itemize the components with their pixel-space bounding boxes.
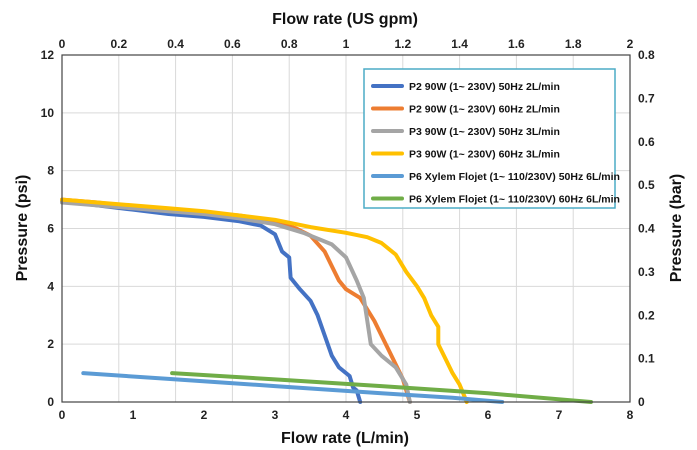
x-tick-label: 6 xyxy=(485,408,492,422)
legend-entry: P6 Xylem Flojet (1~ 110/230V) 60Hz 6L/mi… xyxy=(409,194,620,206)
legend-entry: P2 90W (1~ 230V) 50Hz 2L/min xyxy=(409,81,560,93)
x-tick-label: 4 xyxy=(343,408,350,422)
x-tick-label: 3 xyxy=(272,408,279,422)
y-tick-label: 6 xyxy=(47,222,54,236)
x-axis-title: Flow rate (L/min) xyxy=(281,430,409,447)
series-line xyxy=(170,371,593,404)
y-tick-label: 0 xyxy=(47,395,54,409)
y2-tick-label: 0.7 xyxy=(638,91,655,105)
series-lines xyxy=(60,197,593,404)
y2-tick-label: 0.2 xyxy=(638,308,655,322)
y-tick-label: 8 xyxy=(47,164,54,178)
series-line xyxy=(60,199,363,404)
y2-tick-label: 0.3 xyxy=(638,265,655,279)
y2-tick-label: 0.8 xyxy=(638,48,655,62)
legend-entry: P2 90W (1~ 230V) 60Hz 2L/min xyxy=(409,104,560,116)
y2-axis-title: Pressure (bar) xyxy=(668,174,685,283)
x2-axis-title: Flow rate (US gpm) xyxy=(272,11,418,28)
y2-tick-label: 0 xyxy=(638,395,645,409)
legend-box xyxy=(363,68,616,209)
y-tick-label: 2 xyxy=(47,337,54,351)
series-line xyxy=(81,371,505,404)
plot-frame xyxy=(61,54,631,403)
x-tick-label: 1 xyxy=(130,408,137,422)
x2-tick-label: 1.2 xyxy=(394,37,411,51)
x-tick-label: 2 xyxy=(201,408,208,422)
legend-entry: P3 90W (1~ 230V) 60Hz 3L/min xyxy=(409,149,560,161)
x2-tick-label: 1.8 xyxy=(565,37,582,51)
y2-tick-label: 0.4 xyxy=(638,222,655,236)
x-tick-label: 0 xyxy=(59,408,66,422)
x2-tick-label: 1.6 xyxy=(508,37,525,51)
y-tick-label: 4 xyxy=(47,279,54,293)
y2-tick-label: 0.6 xyxy=(638,135,655,149)
legend-entry: P6 Xylem Flojet (1~ 110/230V) 50Hz 6L/mi… xyxy=(409,171,620,183)
y-axis-title: Pressure (psi) xyxy=(14,175,31,282)
x2-tick-label: 0.4 xyxy=(167,37,184,51)
x2-tick-label: 1 xyxy=(343,37,350,51)
x2-tick-label: 0.2 xyxy=(110,37,127,51)
x-tick-label: 5 xyxy=(414,408,421,422)
y-tick-label: 12 xyxy=(41,48,55,62)
y2-tick-label: 0.1 xyxy=(638,352,655,366)
series-line xyxy=(60,197,469,404)
series-line xyxy=(60,200,412,404)
y2-tick-label: 0.5 xyxy=(638,178,655,192)
y-tick-label: 10 xyxy=(41,106,55,120)
legend: P2 90W (1~ 230V) 50Hz 2L/min P2 90W (1~ 2… xyxy=(363,68,620,209)
legend-entry: P3 90W (1~ 230V) 50Hz 3L/min xyxy=(409,126,560,138)
tick-labels: 0 1 2 3 4 5 6 7 80 0.2 0.4 0.6 0.8 1 1.2 1.4 1.6 1.8 20246… xyxy=(41,37,655,422)
x-tick-label: 7 xyxy=(556,408,563,422)
x2-tick-label: 1.4 xyxy=(451,37,468,51)
x2-tick-label: 0.8 xyxy=(281,37,298,51)
x2-tick-label: 0.6 xyxy=(224,37,241,51)
x-tick-label: 8 xyxy=(627,408,634,422)
x2-tick-label: 0 xyxy=(59,37,66,51)
x2-tick-label: 2 xyxy=(627,37,634,51)
